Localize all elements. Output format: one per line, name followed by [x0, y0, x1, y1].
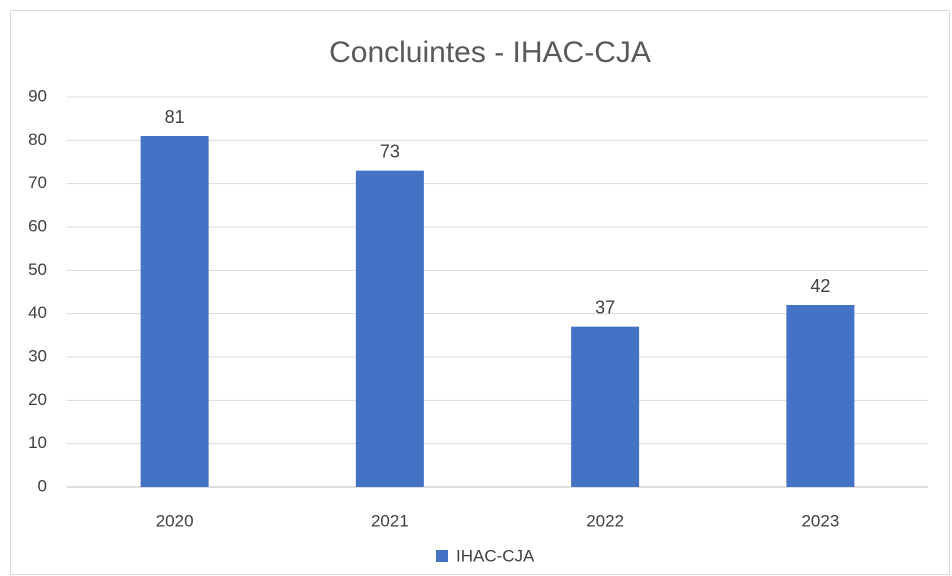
y-tick-label: 80: [28, 130, 47, 149]
y-tick-label: 40: [28, 303, 47, 322]
y-tick-label: 70: [28, 173, 47, 192]
y-tick-label: 50: [28, 260, 47, 279]
chart-title: Concluintes - IHAC-CJA: [329, 36, 651, 69]
y-tick-label: 30: [28, 346, 47, 365]
x-tick-label: 2023: [801, 511, 839, 530]
x-tick-label: 2020: [156, 511, 194, 530]
y-tick-label: 90: [28, 86, 47, 105]
y-tick-label: 10: [28, 433, 47, 452]
y-tick-label: 60: [28, 216, 47, 235]
data-label: 42: [810, 276, 830, 296]
legend-swatch: [436, 550, 448, 562]
data-label: 73: [380, 141, 400, 161]
x-tick-label: 2021: [371, 511, 409, 530]
bar: [571, 326, 640, 487]
x-tick-label: 2022: [586, 511, 624, 530]
data-label: 37: [595, 297, 615, 317]
legend-label: IHAC-CJA: [456, 546, 535, 565]
bar: [355, 170, 424, 487]
bar: [786, 305, 855, 487]
y-tick-label: 0: [38, 476, 47, 495]
y-tick-label: 20: [28, 390, 47, 409]
data-label: 81: [165, 107, 185, 127]
bar: [140, 136, 209, 487]
